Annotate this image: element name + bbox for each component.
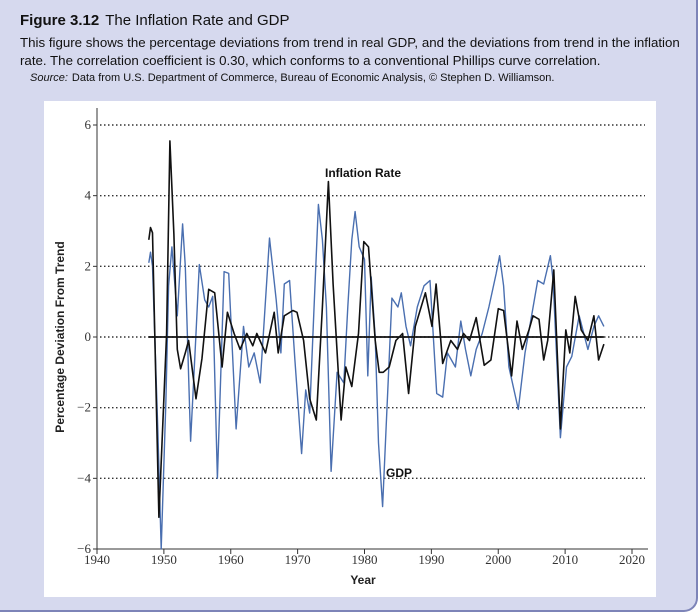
- annotation-inflation-rate: Inflation Rate: [325, 166, 401, 180]
- source-label: Source:: [30, 72, 68, 84]
- series-line-inflation: [148, 140, 605, 518]
- x-tick-label: 2020: [619, 552, 645, 567]
- figure-title-text: The Inflation Rate and GDP: [105, 12, 290, 29]
- x-tick-label: 2000: [485, 552, 511, 567]
- x-tick-label: 1990: [418, 552, 444, 567]
- x-axis-label: Year: [350, 573, 376, 587]
- annotation-gdp: GDP: [386, 466, 412, 480]
- x-tick-label: 1950: [151, 552, 177, 567]
- y-axis-label: Percentage Deviation From Trend: [53, 241, 67, 432]
- y-tick-label: −2: [77, 400, 91, 415]
- x-tick-label: 1970: [285, 552, 311, 567]
- figure-caption: This figure shows the percentage deviati…: [20, 35, 680, 68]
- y-tick-label: 0: [85, 329, 92, 344]
- x-tick-label: 1960: [218, 552, 244, 567]
- source-text: Data from U.S. Department of Commerce, B…: [71, 72, 555, 84]
- figure-title: Figure 3.12 The Inflation Rate and GDP: [20, 12, 289, 29]
- y-tick-label: 6: [85, 117, 92, 132]
- y-tick-label: 4: [85, 188, 92, 203]
- series-line-gdp: [148, 203, 605, 550]
- figure-source: Source: Data from U.S. Department of Comm…: [30, 72, 554, 84]
- y-tick-label: −4: [77, 470, 91, 485]
- x-tick-label: 1940: [84, 552, 110, 567]
- plot-area: [44, 101, 656, 597]
- x-tick-label: 2010: [552, 552, 578, 567]
- y-tick-label: −6: [77, 541, 91, 556]
- figure-number: Figure 3.12: [20, 12, 100, 29]
- y-tick-label: 2: [85, 258, 92, 273]
- x-tick-label: 1980: [352, 552, 378, 567]
